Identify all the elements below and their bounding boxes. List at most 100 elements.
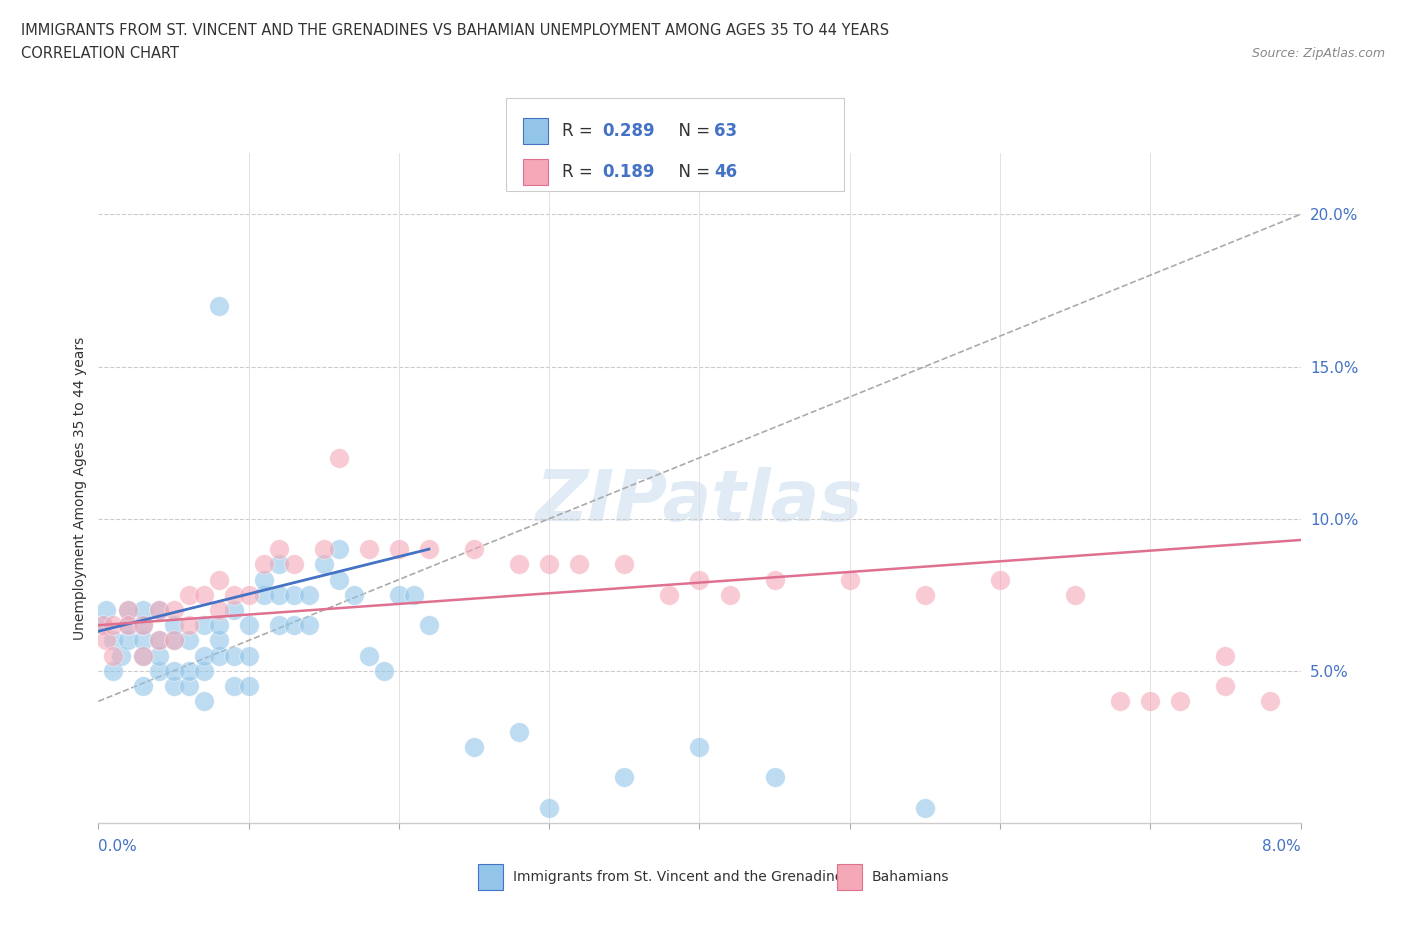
Point bbox=[117, 618, 139, 632]
Text: 63: 63 bbox=[714, 122, 737, 140]
Point bbox=[193, 663, 215, 678]
Point bbox=[208, 572, 231, 587]
Point bbox=[1215, 648, 1237, 663]
Point bbox=[463, 739, 485, 754]
Point bbox=[208, 299, 231, 313]
Point bbox=[1109, 694, 1132, 709]
Point bbox=[418, 618, 440, 632]
Point bbox=[117, 633, 139, 648]
Point bbox=[148, 663, 170, 678]
Point bbox=[91, 618, 114, 632]
Text: 0.289: 0.289 bbox=[602, 122, 654, 140]
Point bbox=[267, 618, 290, 632]
Point bbox=[988, 572, 1011, 587]
Point bbox=[103, 663, 125, 678]
Point bbox=[177, 679, 200, 694]
Point bbox=[193, 648, 215, 663]
Point bbox=[193, 618, 215, 632]
Point bbox=[222, 588, 245, 603]
Point bbox=[117, 618, 139, 632]
Point bbox=[388, 541, 411, 556]
Point bbox=[94, 603, 117, 618]
Point bbox=[117, 603, 139, 618]
Point bbox=[328, 572, 350, 587]
Point bbox=[110, 648, 132, 663]
Text: ZIPatlas: ZIPatlas bbox=[536, 467, 863, 536]
Point bbox=[357, 541, 380, 556]
Point bbox=[148, 603, 170, 618]
Point bbox=[763, 770, 786, 785]
Text: 0.189: 0.189 bbox=[602, 163, 654, 181]
Point bbox=[132, 648, 155, 663]
Text: Immigrants from St. Vincent and the Grenadines: Immigrants from St. Vincent and the Gren… bbox=[513, 870, 851, 884]
Text: Bahamians: Bahamians bbox=[872, 870, 949, 884]
Point bbox=[568, 557, 591, 572]
Point bbox=[162, 633, 184, 648]
Point bbox=[238, 648, 260, 663]
Point bbox=[357, 648, 380, 663]
Point bbox=[222, 648, 245, 663]
Point bbox=[117, 603, 139, 618]
Text: N =: N = bbox=[668, 122, 716, 140]
Point bbox=[208, 648, 231, 663]
Point bbox=[238, 588, 260, 603]
Point bbox=[132, 618, 155, 632]
Point bbox=[208, 618, 231, 632]
Point bbox=[283, 588, 305, 603]
Text: N =: N = bbox=[668, 163, 716, 181]
Point bbox=[613, 557, 636, 572]
Point bbox=[132, 648, 155, 663]
Point bbox=[689, 739, 711, 754]
Text: 0.0%: 0.0% bbox=[98, 839, 138, 854]
Point bbox=[1168, 694, 1191, 709]
Point bbox=[162, 603, 184, 618]
Point bbox=[193, 694, 215, 709]
Y-axis label: Unemployment Among Ages 35 to 44 years: Unemployment Among Ages 35 to 44 years bbox=[73, 337, 87, 640]
Point bbox=[238, 618, 260, 632]
Point bbox=[463, 541, 485, 556]
Text: IMMIGRANTS FROM ST. VINCENT AND THE GRENADINES VS BAHAMIAN UNEMPLOYMENT AMONG AG: IMMIGRANTS FROM ST. VINCENT AND THE GREN… bbox=[21, 23, 889, 38]
Point bbox=[177, 618, 200, 632]
Point bbox=[312, 557, 335, 572]
Point bbox=[148, 603, 170, 618]
Point bbox=[402, 588, 425, 603]
Point bbox=[343, 588, 366, 603]
Point bbox=[388, 588, 411, 603]
Point bbox=[132, 679, 155, 694]
Text: R =: R = bbox=[562, 122, 599, 140]
Point bbox=[253, 572, 276, 587]
Point bbox=[162, 663, 184, 678]
Point bbox=[162, 679, 184, 694]
Point bbox=[177, 663, 200, 678]
Point bbox=[763, 572, 786, 587]
Point bbox=[914, 801, 936, 816]
Point bbox=[283, 618, 305, 632]
Point bbox=[94, 633, 117, 648]
Point bbox=[267, 557, 290, 572]
Text: 8.0%: 8.0% bbox=[1261, 839, 1301, 854]
Point bbox=[283, 557, 305, 572]
Point bbox=[298, 588, 321, 603]
Point bbox=[914, 588, 936, 603]
Point bbox=[267, 541, 290, 556]
Point bbox=[148, 633, 170, 648]
Point bbox=[1215, 679, 1237, 694]
Point bbox=[312, 541, 335, 556]
Point bbox=[373, 663, 395, 678]
Point bbox=[177, 588, 200, 603]
Point bbox=[103, 618, 125, 632]
Point bbox=[267, 588, 290, 603]
Point bbox=[538, 801, 561, 816]
Point bbox=[208, 633, 231, 648]
Point bbox=[253, 557, 276, 572]
Point bbox=[418, 541, 440, 556]
Point bbox=[328, 450, 350, 465]
Point bbox=[1139, 694, 1161, 709]
Point bbox=[689, 572, 711, 587]
Point bbox=[328, 541, 350, 556]
Point bbox=[1064, 588, 1087, 603]
Point bbox=[91, 618, 114, 632]
Point bbox=[1260, 694, 1282, 709]
Text: R =: R = bbox=[562, 163, 599, 181]
Point bbox=[132, 618, 155, 632]
